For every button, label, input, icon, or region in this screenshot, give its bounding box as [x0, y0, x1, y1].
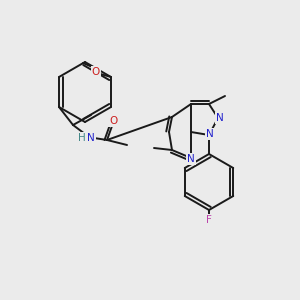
Text: F: F [206, 215, 212, 225]
Text: O: O [92, 67, 100, 77]
Text: O: O [109, 116, 117, 126]
Text: N: N [216, 113, 224, 123]
Text: N: N [187, 154, 195, 164]
Text: H: H [78, 133, 86, 143]
Text: N: N [206, 129, 214, 139]
Text: N: N [87, 133, 95, 143]
